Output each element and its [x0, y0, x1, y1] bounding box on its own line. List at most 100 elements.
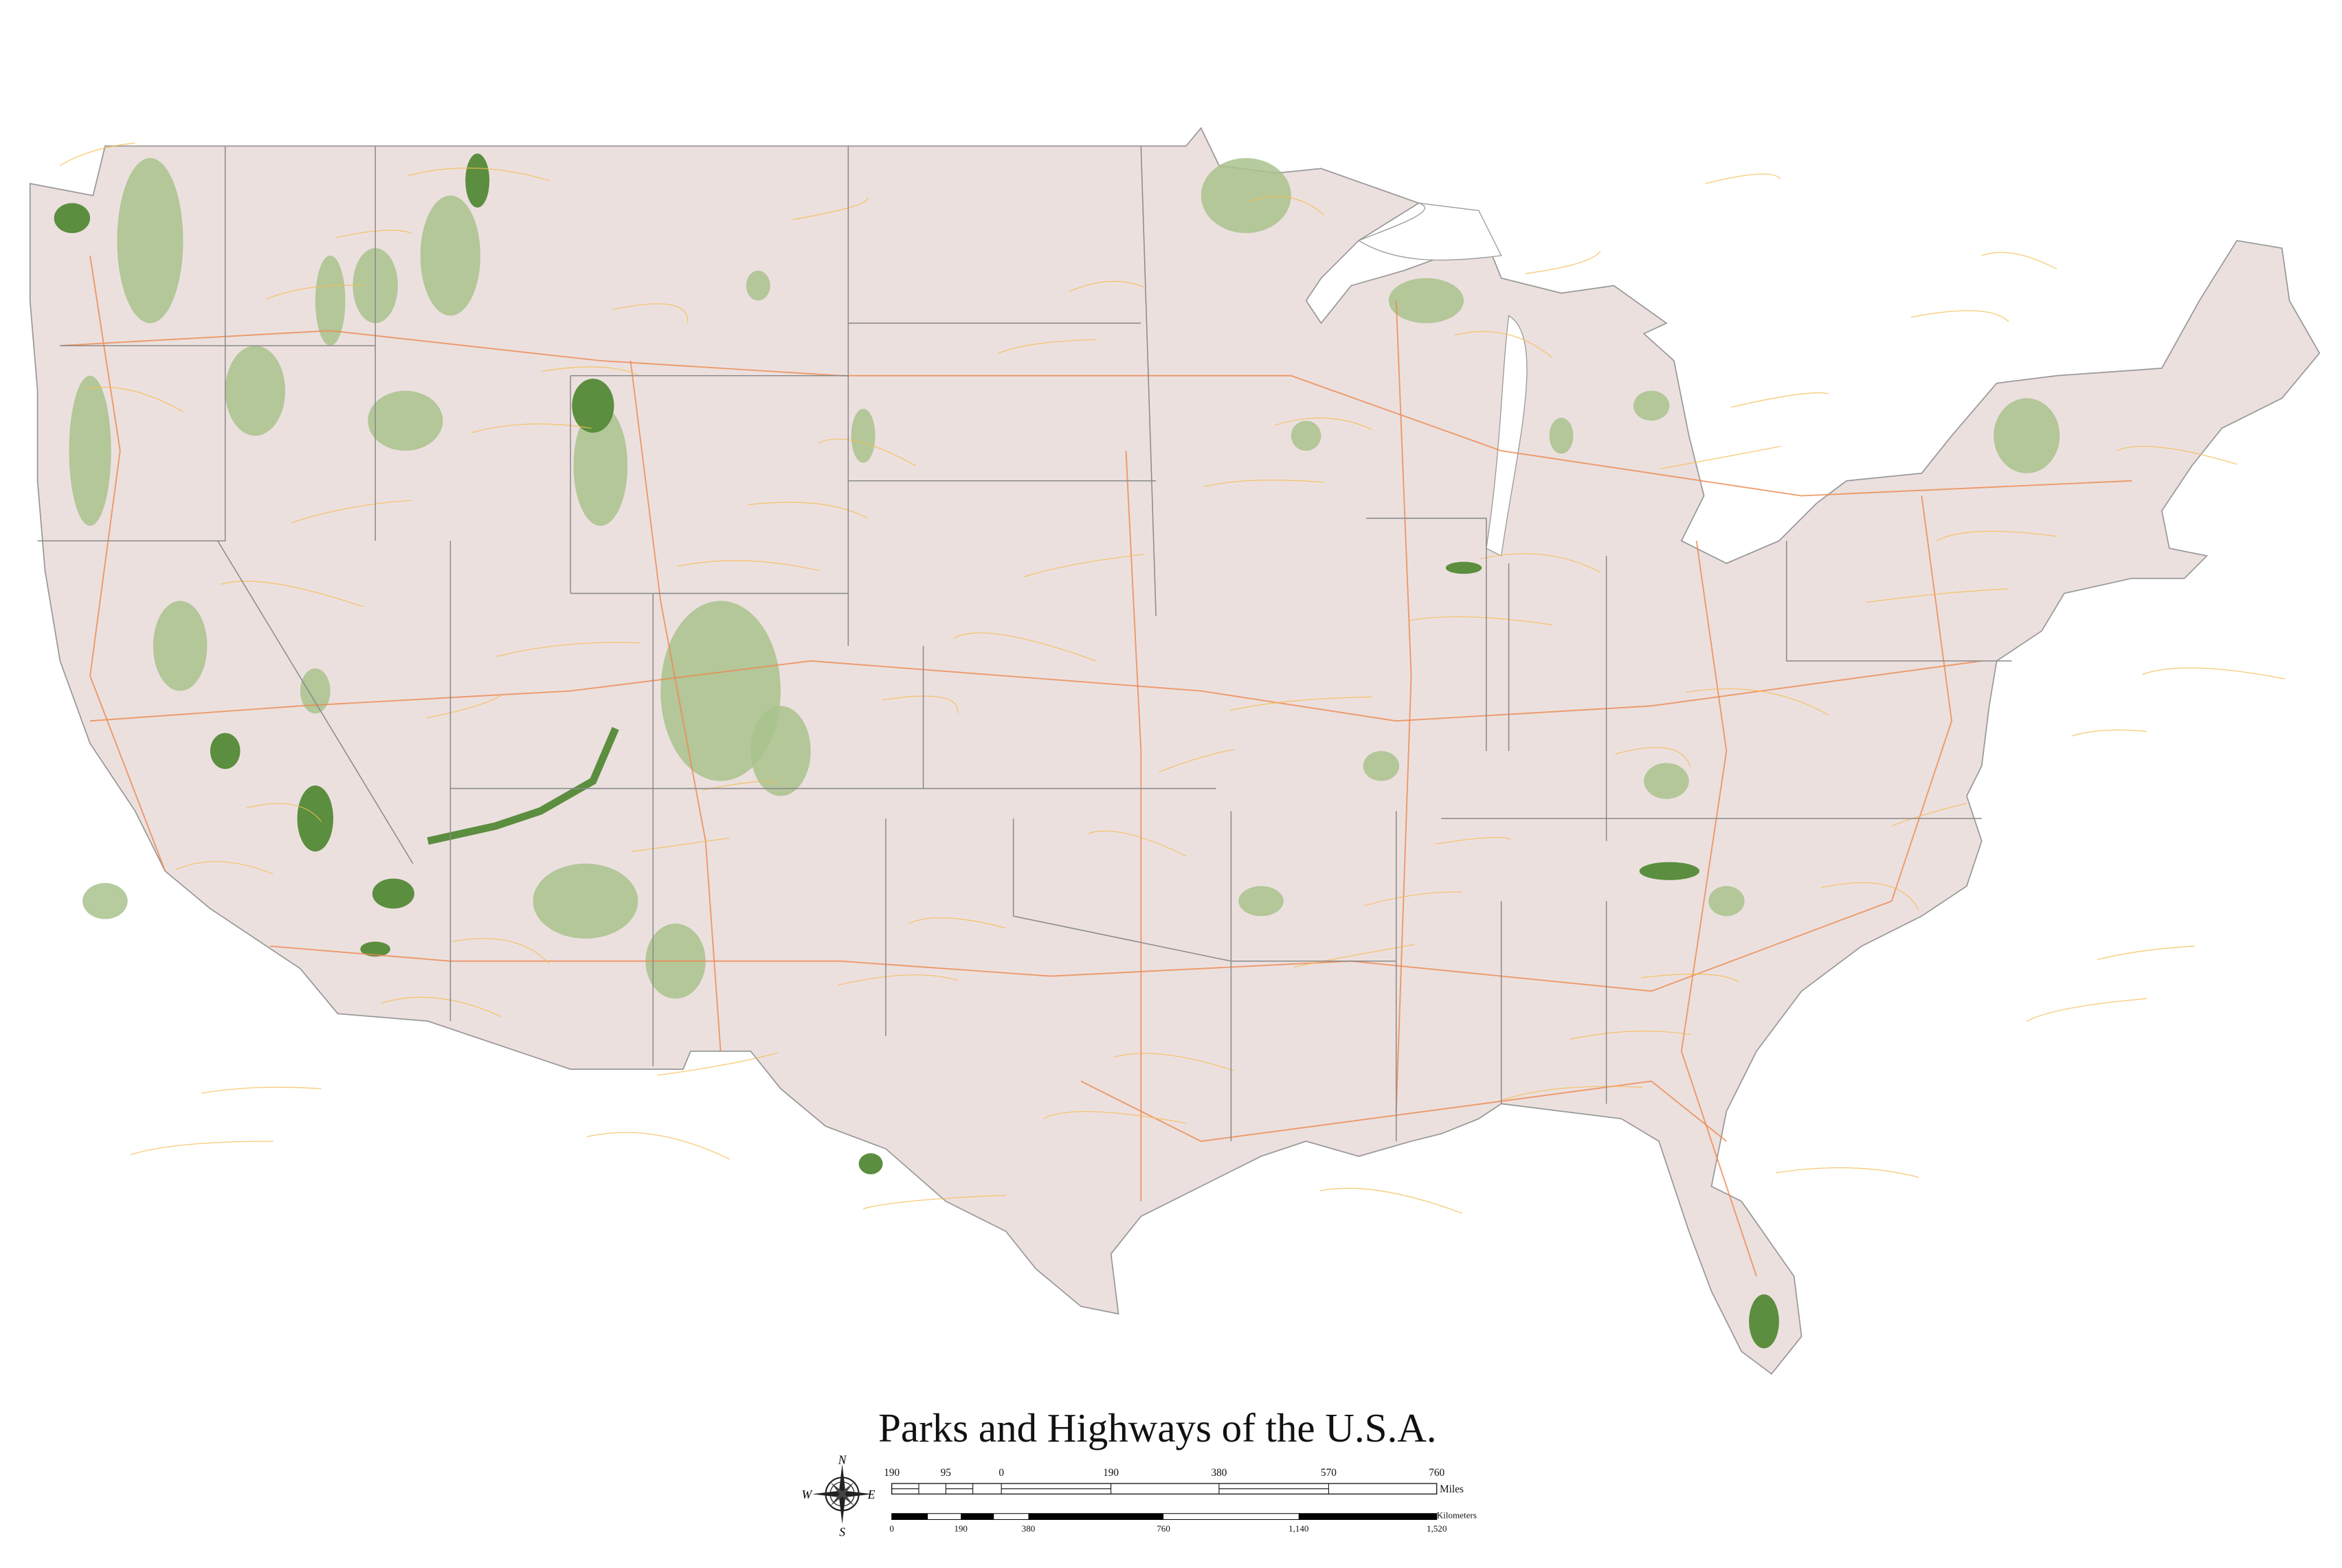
- highways-layer: [60, 142, 2286, 1277]
- state-highway: [1730, 392, 1829, 408]
- state-highway: [1454, 331, 1553, 359]
- state-highway: [1229, 696, 1372, 711]
- km-tick: 380: [1022, 1523, 1036, 1534]
- state-highway: [1910, 310, 2009, 322]
- state-highway: [818, 438, 916, 467]
- miles-unit-label: Miles: [1440, 1483, 1464, 1495]
- compass-e-label: E: [867, 1488, 876, 1501]
- park-area: [368, 390, 443, 451]
- state-highway: [426, 695, 502, 719]
- state-highway: [2097, 945, 2195, 961]
- state-highway: [1435, 836, 1511, 845]
- state-highway: [862, 1194, 1006, 1209]
- state-highway: [702, 781, 779, 791]
- state-highway: [1570, 1030, 1691, 1040]
- km-tick: 190: [954, 1523, 968, 1534]
- state-highway: [175, 861, 274, 875]
- state-highway: [1203, 480, 1324, 488]
- state-highway: [1820, 882, 1919, 910]
- interstate-highway: [89, 255, 166, 872]
- state-highway: [677, 560, 820, 572]
- interstate-highway: [60, 330, 2132, 497]
- state-highway: [1274, 417, 1373, 431]
- state-highway: [1776, 1167, 1919, 1178]
- park-area: [533, 863, 638, 939]
- park-area: [210, 732, 241, 770]
- state-highway: [882, 695, 959, 714]
- park-area: [1445, 561, 1482, 574]
- state-highway: [220, 581, 364, 607]
- state-highway: [747, 502, 869, 519]
- park-area: [1388, 278, 1464, 324]
- park-area: [225, 346, 286, 436]
- km-tick: 1,520: [1427, 1523, 1447, 1534]
- state-highway: [201, 1086, 322, 1094]
- compass-w-label: W: [802, 1488, 813, 1501]
- state-highway: [1499, 1086, 1643, 1101]
- lake-michigan: [1486, 315, 1528, 557]
- state-highway: [1615, 747, 1691, 768]
- compass-rose: N S E W: [802, 1453, 876, 1539]
- park-area: [1994, 398, 2060, 473]
- park-area: [1749, 1294, 1779, 1349]
- miles-tick: 570: [1321, 1467, 1337, 1479]
- park-area: [746, 270, 770, 301]
- interstate-highway: [270, 900, 1892, 992]
- state-highway: [451, 938, 550, 965]
- interstate-highway: [1395, 300, 1412, 1112]
- park-area: [153, 601, 208, 691]
- miles-tick: 0: [999, 1467, 1004, 1479]
- state-highway: [1480, 553, 1601, 573]
- state-highway: [657, 1052, 778, 1076]
- park-area: [1644, 763, 1689, 799]
- state-highway: [1113, 1053, 1234, 1071]
- state-highway: [1525, 251, 1601, 274]
- state-highway: [496, 642, 640, 657]
- km-tick: 1,140: [1289, 1523, 1309, 1534]
- park-area: [1549, 417, 1574, 454]
- park-area: [572, 379, 614, 433]
- km-tick: 760: [1157, 1523, 1170, 1534]
- interstate-highway: [1080, 1080, 1727, 1142]
- park-area: [69, 375, 111, 526]
- state-border: [217, 540, 414, 864]
- state-highway: [587, 1132, 731, 1160]
- park-area: [360, 941, 390, 957]
- state-highway: [1069, 280, 1144, 293]
- scale-bar-miles: 190 95 0 190 380 570 760 Miles: [884, 1467, 1464, 1495]
- state-highway: [1705, 173, 1781, 184]
- park-area: [465, 153, 490, 208]
- state-highway: [2071, 729, 2148, 737]
- state-highway: [130, 1141, 274, 1156]
- state-highway: [336, 229, 412, 238]
- state-highway: [1660, 445, 1781, 469]
- state-highway: [1088, 830, 1187, 857]
- park-area: [300, 668, 331, 714]
- interstate-highway: [1125, 450, 1142, 1202]
- state-highway: [60, 142, 135, 166]
- state-border: [1012, 818, 1231, 962]
- park-area: [858, 1153, 883, 1174]
- interstate-highway: [1680, 540, 1757, 1277]
- state-border: [1365, 517, 1487, 751]
- state-highway: [2026, 998, 2148, 1022]
- state-highway: [471, 423, 592, 434]
- grand-canyon-park: [427, 727, 619, 845]
- park-area: [372, 878, 414, 909]
- parks-layer: [54, 153, 2060, 1349]
- state-highway: [998, 339, 1096, 354]
- state-highway: [792, 197, 869, 221]
- state-highway: [612, 303, 689, 324]
- miles-tick: 95: [941, 1467, 952, 1479]
- park-area: [1201, 158, 1291, 234]
- park-area: [297, 785, 333, 852]
- state-highway: [1640, 973, 1739, 983]
- interstate-highway: [629, 360, 722, 1051]
- park-area: [315, 256, 346, 346]
- park-area: [1633, 390, 1670, 421]
- interstate-highway: [1891, 495, 1953, 901]
- park-area: [420, 195, 481, 316]
- state-highway: [1981, 251, 2057, 270]
- park-area: [82, 883, 128, 919]
